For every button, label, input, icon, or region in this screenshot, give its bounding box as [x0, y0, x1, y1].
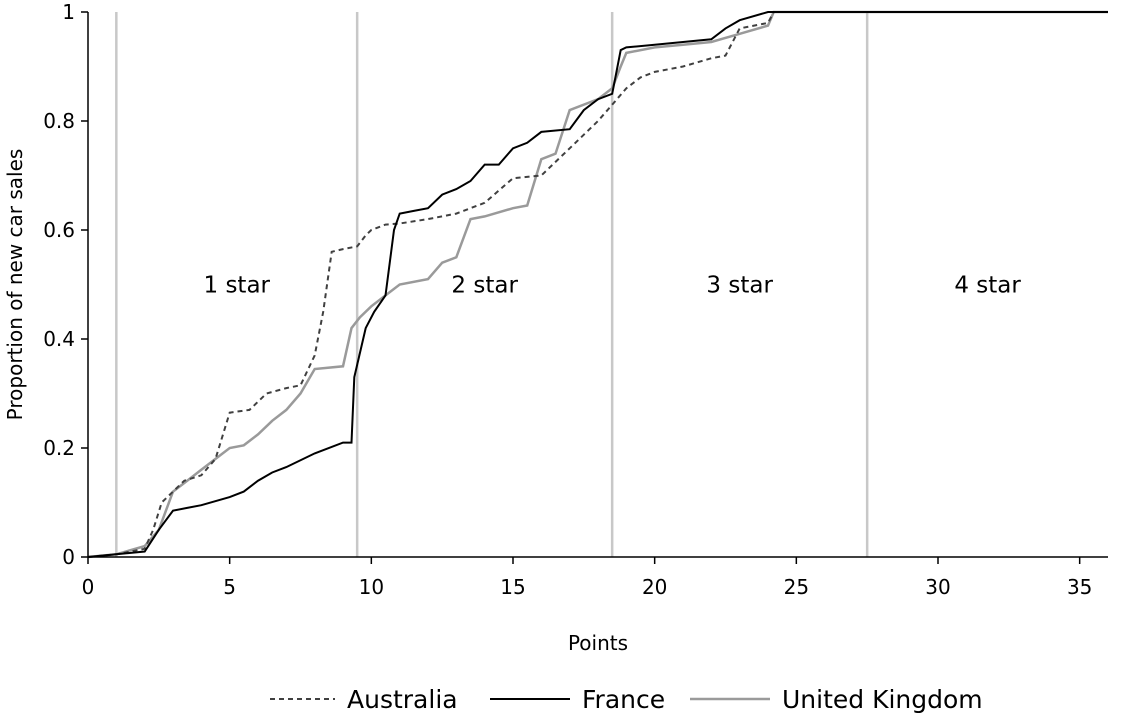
legend: Australia France United Kingdom: [270, 685, 983, 714]
y-tick-label: 0.6: [43, 218, 75, 242]
x-tick-label: 35: [1067, 575, 1092, 599]
star-zone-label: 4 star: [954, 273, 1021, 299]
series-layer: [87, 10, 1108, 559]
legend-label: France: [582, 685, 665, 714]
y-tick-label: 0.8: [43, 109, 75, 133]
x-axis-title: Points: [568, 631, 628, 655]
legend-label: United Kingdom: [782, 685, 983, 714]
y-axis-title: Proportion of new car sales: [3, 149, 27, 421]
x-tick-label: 15: [500, 575, 525, 599]
star-zone-labels: 1 star 2 star 3 star 4 star: [204, 273, 1022, 299]
x-tick-label: 0: [82, 575, 95, 599]
x-tick-label: 5: [223, 575, 236, 599]
x-tick-label: 10: [359, 575, 384, 599]
axis-ticks: 0 5 10 15 20 25 30 35 0 0.2 0.4 0.6 0.8 1: [43, 0, 1092, 599]
x-tick-label: 25: [784, 575, 809, 599]
legend-label: Australia: [347, 685, 458, 714]
star-zone-label: 1 star: [204, 273, 271, 299]
series-line-australia: [87, 11, 1108, 558]
y-tick-label: 1: [62, 0, 75, 24]
y-tick-label: 0: [62, 545, 75, 569]
y-tick-label: 0.2: [43, 436, 75, 460]
x-tick-label: 20: [642, 575, 667, 599]
star-zone-label: 2 star: [451, 273, 518, 299]
star-boundaries: [115, 12, 869, 557]
star-zone-label: 3 star: [706, 273, 773, 299]
series-line-france: [87, 11, 1108, 558]
x-tick-label: 30: [925, 575, 950, 599]
y-tick-label: 0.4: [43, 327, 75, 351]
